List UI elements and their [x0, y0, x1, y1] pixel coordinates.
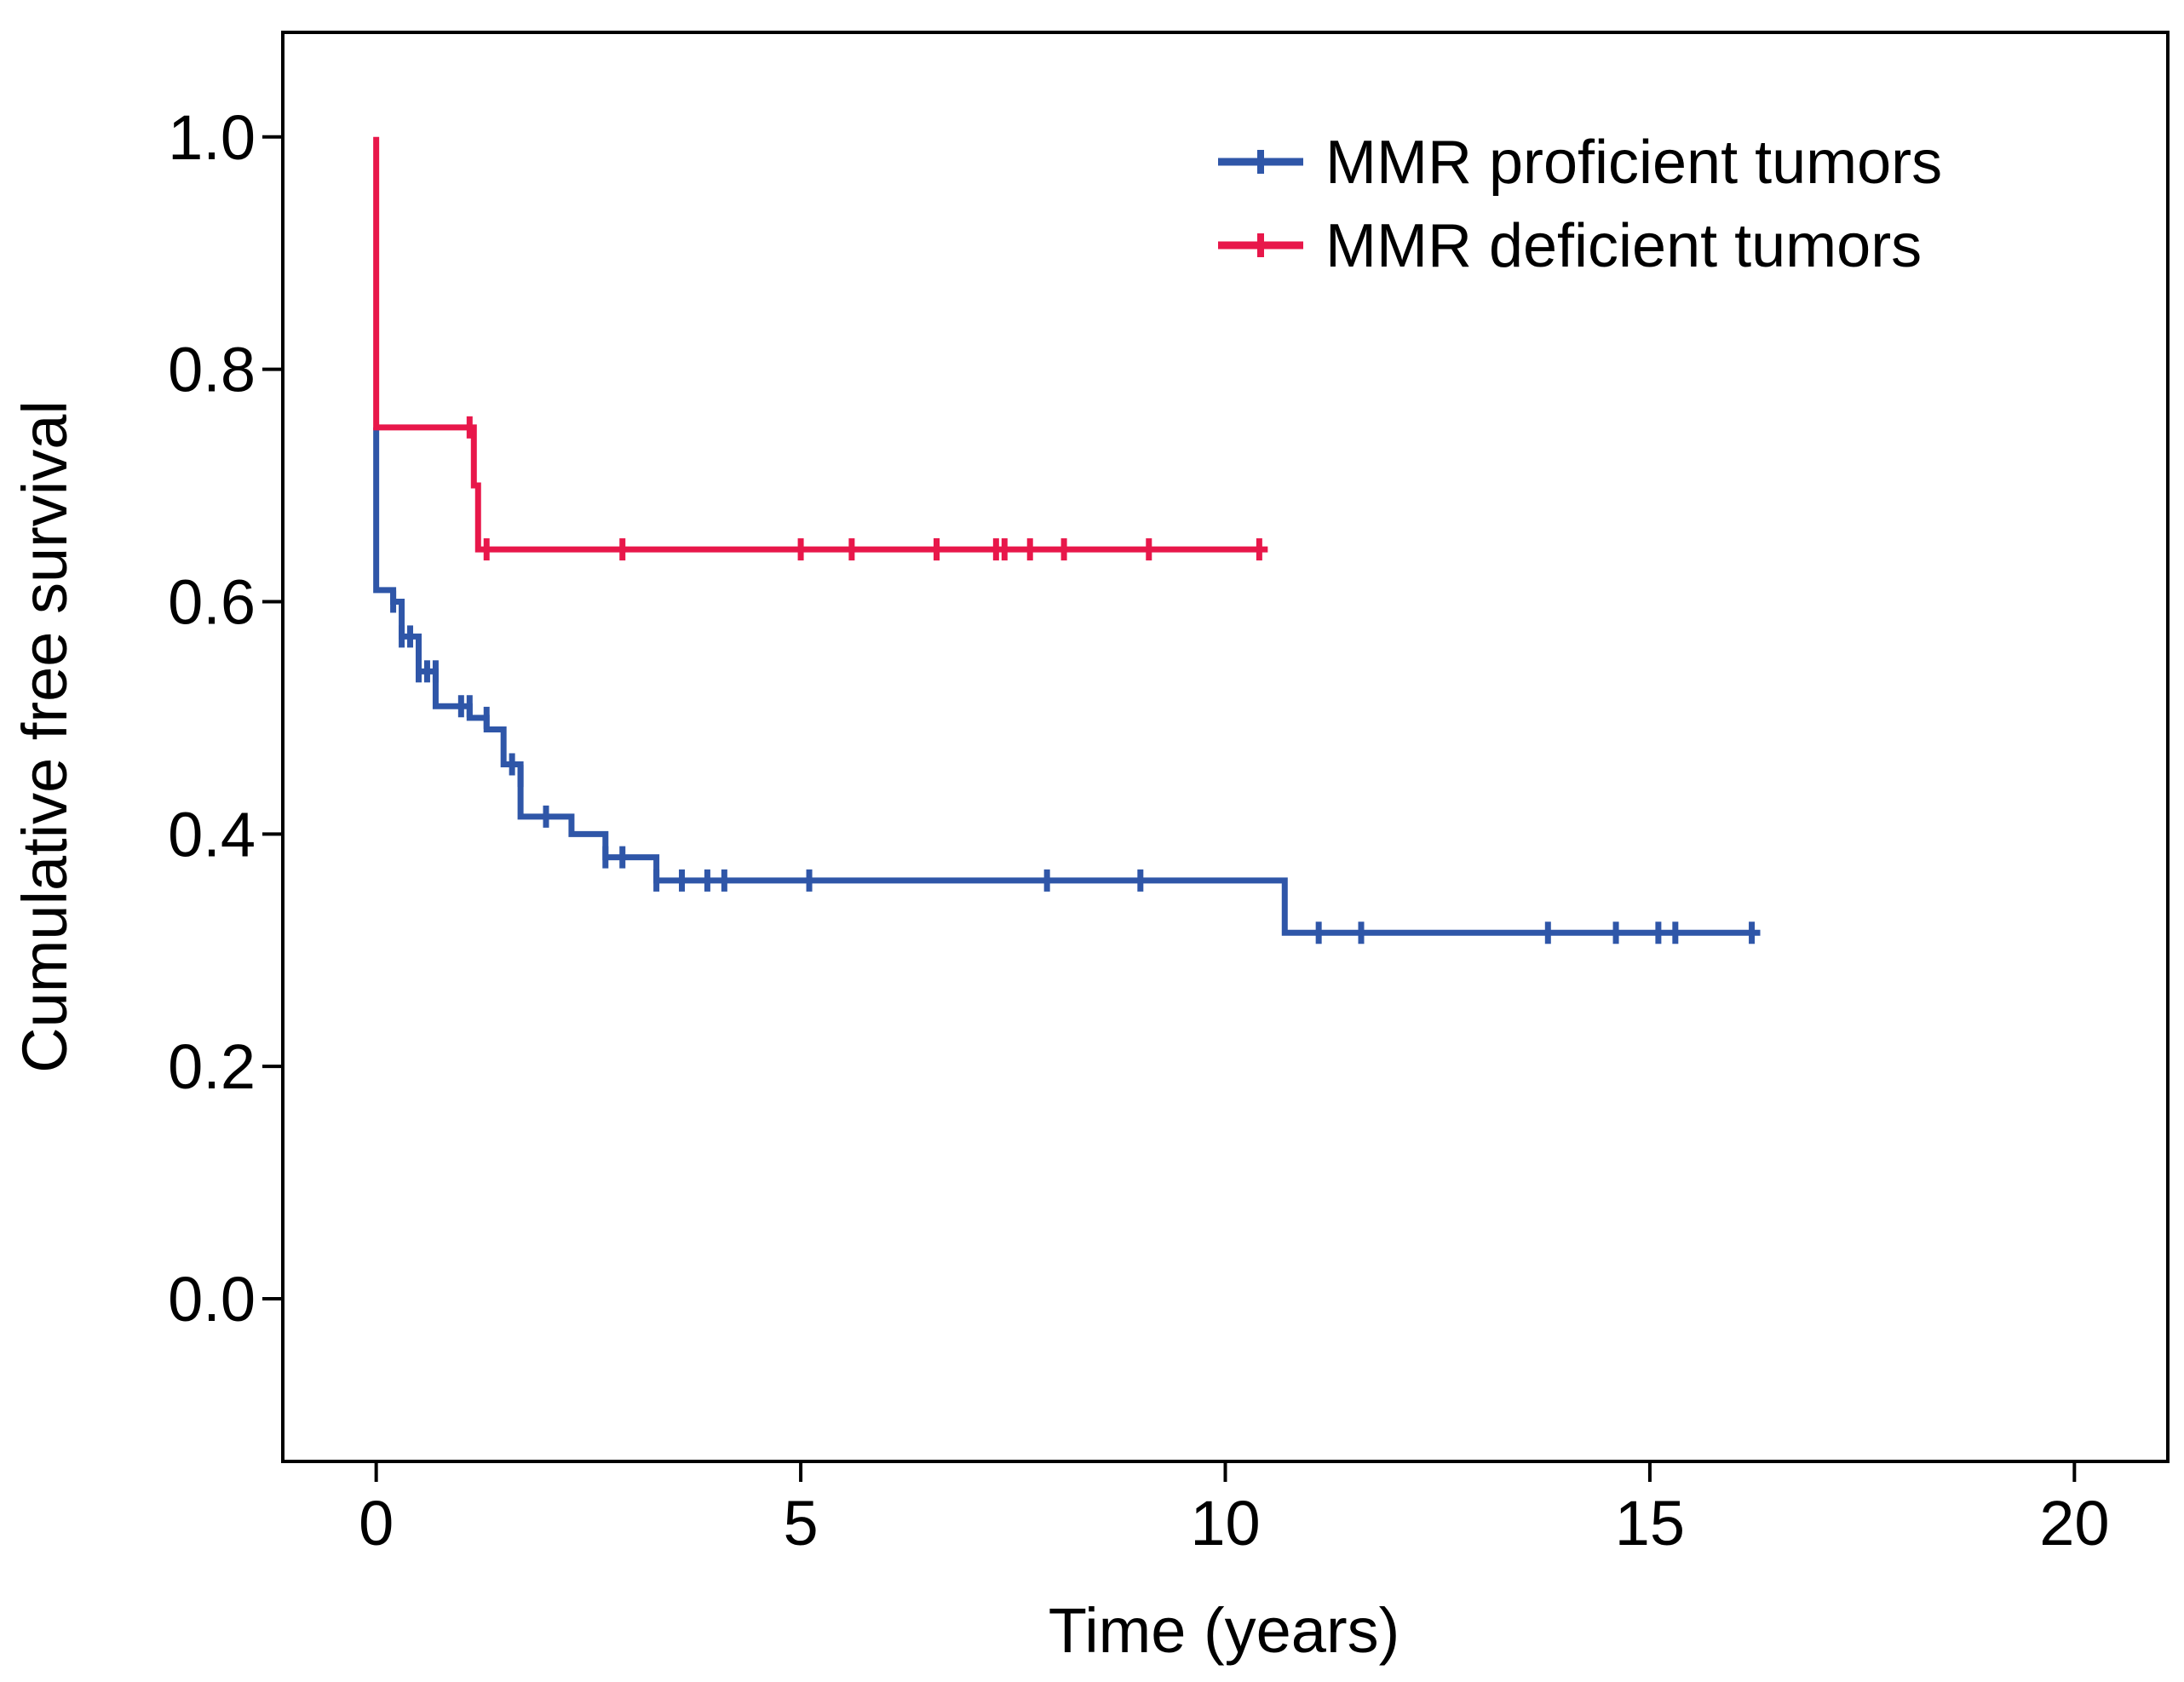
legend-label-1: MMR deficient tumors [1325, 212, 1922, 280]
series-layer [373, 136, 1761, 944]
y-tick-label: 0.2 [168, 1031, 256, 1102]
x-tick-label: 15 [1615, 1488, 1685, 1559]
y-tick-label: 0.0 [168, 1264, 256, 1335]
x-tick-label: 20 [2039, 1488, 2109, 1559]
x-tick-label: 0 [359, 1488, 394, 1559]
legend: MMR proficient tumors MMR deficient tumor… [1218, 129, 1942, 280]
y-axis: 0.0 0.2 0.4 0.6 0.8 1.0 [168, 102, 283, 1335]
x-tick-label: 10 [1190, 1488, 1260, 1559]
y-tick-label: 0.6 [168, 566, 256, 637]
y-axis-title: Cumulative free survival [9, 400, 80, 1073]
x-axis-title: Time (years) [1049, 1595, 1400, 1666]
series-line-0 [373, 427, 1761, 936]
series-line-1 [373, 136, 1268, 553]
y-tick-label: 1.0 [168, 102, 256, 173]
x-tick-label: 5 [783, 1488, 818, 1559]
legend-label-0: MMR proficient tumors [1325, 129, 1942, 197]
y-tick-label: 0.4 [168, 799, 256, 870]
x-axis: 0 5 10 15 20 [359, 1461, 2110, 1559]
y-tick-label: 0.8 [168, 335, 256, 405]
